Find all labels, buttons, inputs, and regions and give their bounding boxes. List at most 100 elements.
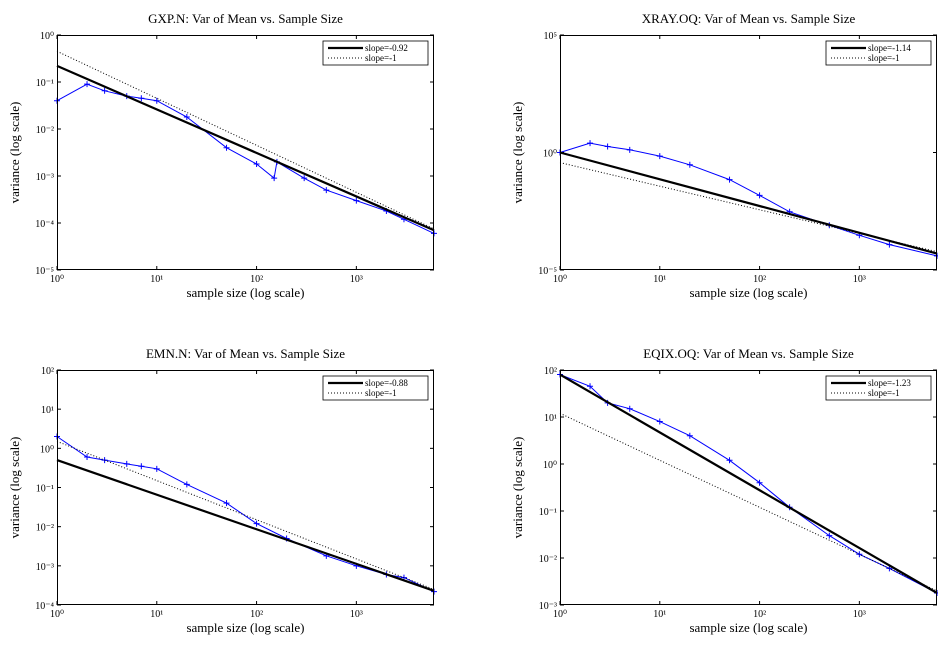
y-tick-label: 10⁰ <box>543 149 557 160</box>
marker <box>686 432 693 439</box>
axes: EMN.N: Var of Mean vs. Sample Size sample… <box>7 346 437 635</box>
series-line <box>559 412 938 592</box>
legend-box <box>322 375 429 401</box>
y-tick-label: 10⁻² <box>36 125 54 136</box>
marker <box>183 481 190 488</box>
y-tick-label: 10⁻⁴ <box>35 601 54 612</box>
x-axis-label: sample size (log scale) <box>689 285 807 300</box>
x-tick-label: 10¹ <box>653 609 666 620</box>
legend-label: slope=-1.23 <box>868 378 911 388</box>
marker <box>153 97 160 104</box>
y-tick-label: 10² <box>41 366 54 377</box>
series-line <box>559 373 938 594</box>
legend-label: slope=-1 <box>365 388 397 398</box>
marker <box>138 95 145 102</box>
x-axis-label: sample size (log scale) <box>689 620 807 635</box>
marker <box>686 161 693 168</box>
y-tick-label: 10⁻¹ <box>36 78 54 89</box>
x-axis-label: sample size (log scale) <box>186 285 304 300</box>
x-tick-label: 10¹ <box>150 609 163 620</box>
series-line <box>56 83 435 234</box>
x-tick-label: 10² <box>753 274 766 285</box>
y-tick-label: 10⁻¹ <box>539 507 557 518</box>
y-tick-label: 10⁻² <box>539 554 557 565</box>
marker <box>123 460 130 467</box>
marker <box>353 197 360 204</box>
x-tick-label: 10⁰ <box>553 274 567 285</box>
chart-title: EMN.N: Var of Mean vs. Sample Size <box>146 346 345 361</box>
series-line <box>56 64 435 232</box>
y-tick-label: 10⁰ <box>543 460 557 471</box>
marker <box>587 140 594 147</box>
legend-label: slope=-1 <box>868 388 900 398</box>
marker <box>323 187 330 194</box>
marker <box>101 87 108 94</box>
series-line <box>56 459 435 592</box>
x-tick-label: 10² <box>753 609 766 620</box>
axes: GXP.N: Var of Mean vs. Sample Size sample… <box>7 11 437 300</box>
x-tick-label: 10⁰ <box>50 274 64 285</box>
y-tick-label: 10⁰ <box>40 444 54 455</box>
x-tick-label: 10⁰ <box>50 609 64 620</box>
y-tick-label: 10² <box>544 366 557 377</box>
marker <box>826 532 833 539</box>
y-tick-label: 10⁻¹ <box>36 484 54 495</box>
series-line <box>559 151 938 255</box>
x-tick-label: 10⁰ <box>553 609 567 620</box>
axes: XRAY.OQ: Var of Mean vs. Sample Size samp… <box>510 11 938 300</box>
marker <box>604 143 611 150</box>
legend-box <box>825 40 932 66</box>
y-tick-label: 10⁻³ <box>36 562 54 573</box>
marker <box>223 144 230 151</box>
marker <box>726 457 733 464</box>
series-line <box>56 436 435 593</box>
marker <box>626 405 633 412</box>
x-tick-label: 10² <box>250 274 263 285</box>
marker <box>223 500 230 507</box>
y-tick-label: 10⁻⁵ <box>35 266 54 277</box>
y-tick-label: 10⁻³ <box>36 172 54 183</box>
x-tick-label: 10¹ <box>150 274 163 285</box>
marker <box>587 383 594 390</box>
legend-box <box>322 40 429 66</box>
axes-frame <box>560 370 937 605</box>
y-axis-label: variance (log scale) <box>7 437 22 539</box>
chart-title: GXP.N: Var of Mean vs. Sample Size <box>148 11 343 26</box>
marker <box>756 479 763 486</box>
y-tick-label: 10⁻³ <box>539 601 557 612</box>
marker <box>726 176 733 183</box>
x-axis-label: sample size (log scale) <box>186 620 304 635</box>
x-tick-label: 10³ <box>853 274 866 285</box>
y-tick-label: 10⁻⁴ <box>35 219 54 230</box>
legend-box <box>825 375 932 401</box>
marker <box>756 192 763 199</box>
legend-label: slope=-1.14 <box>868 43 911 53</box>
y-tick-label: 10¹ <box>544 413 557 424</box>
x-tick-label: 10³ <box>350 274 363 285</box>
marker <box>153 465 160 472</box>
y-tick-label: 10⁻⁵ <box>538 266 557 277</box>
x-tick-label: 10² <box>250 609 263 620</box>
marker <box>253 520 260 527</box>
axes: EQIX.OQ: Var of Mean vs. Sample Size samp… <box>510 346 938 635</box>
series-line <box>56 440 435 590</box>
marker <box>656 418 663 425</box>
x-tick-label: 10¹ <box>653 274 666 285</box>
x-tick-label: 10³ <box>350 609 363 620</box>
marker <box>84 454 91 461</box>
axes-frame <box>57 370 434 605</box>
chart-title: XRAY.OQ: Var of Mean vs. Sample Size <box>642 11 856 26</box>
marker <box>271 175 278 182</box>
y-tick-label: 10⁰ <box>40 31 54 42</box>
marker <box>253 161 260 168</box>
marker <box>301 175 308 182</box>
legend-label: slope=-1 <box>365 53 397 63</box>
legend-label: slope=-1 <box>868 53 900 63</box>
legend-label: slope=-0.88 <box>365 378 408 388</box>
marker <box>626 146 633 153</box>
y-axis-label: variance (log scale) <box>510 437 525 539</box>
y-tick-label: 10¹ <box>41 405 54 416</box>
y-axis-label: variance (log scale) <box>7 102 22 204</box>
